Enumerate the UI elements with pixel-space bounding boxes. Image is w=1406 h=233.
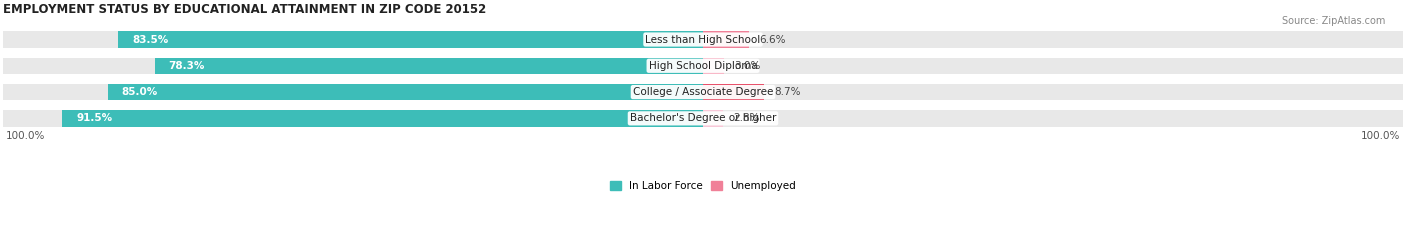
Text: High School Diploma: High School Diploma <box>648 61 758 71</box>
Text: Bachelor's Degree or higher: Bachelor's Degree or higher <box>630 113 776 123</box>
Text: Less than High School: Less than High School <box>645 34 761 45</box>
Text: 6.6%: 6.6% <box>759 34 786 45</box>
Bar <box>3 31 1403 48</box>
Text: 100.0%: 100.0% <box>6 131 45 141</box>
Bar <box>703 110 723 127</box>
Text: 100.0%: 100.0% <box>1361 131 1400 141</box>
Bar <box>108 84 703 100</box>
Text: College / Associate Degree: College / Associate Degree <box>633 87 773 97</box>
Bar <box>703 58 724 74</box>
Text: 85.0%: 85.0% <box>122 87 157 97</box>
Bar <box>3 84 1403 100</box>
Text: 3.0%: 3.0% <box>734 61 761 71</box>
Bar <box>703 84 763 100</box>
Text: 8.7%: 8.7% <box>775 87 801 97</box>
Bar <box>3 58 1403 74</box>
Text: Source: ZipAtlas.com: Source: ZipAtlas.com <box>1281 16 1385 26</box>
Bar <box>703 31 749 48</box>
Legend: In Labor Force, Unemployed: In Labor Force, Unemployed <box>606 177 800 195</box>
Bar <box>62 110 703 127</box>
Text: 78.3%: 78.3% <box>169 61 205 71</box>
Bar <box>155 58 703 74</box>
Text: EMPLOYMENT STATUS BY EDUCATIONAL ATTAINMENT IN ZIP CODE 20152: EMPLOYMENT STATUS BY EDUCATIONAL ATTAINM… <box>3 3 486 16</box>
Text: 83.5%: 83.5% <box>132 34 169 45</box>
Bar <box>3 110 1403 127</box>
Text: 91.5%: 91.5% <box>76 113 112 123</box>
Text: 2.8%: 2.8% <box>733 113 759 123</box>
Bar <box>118 31 703 48</box>
